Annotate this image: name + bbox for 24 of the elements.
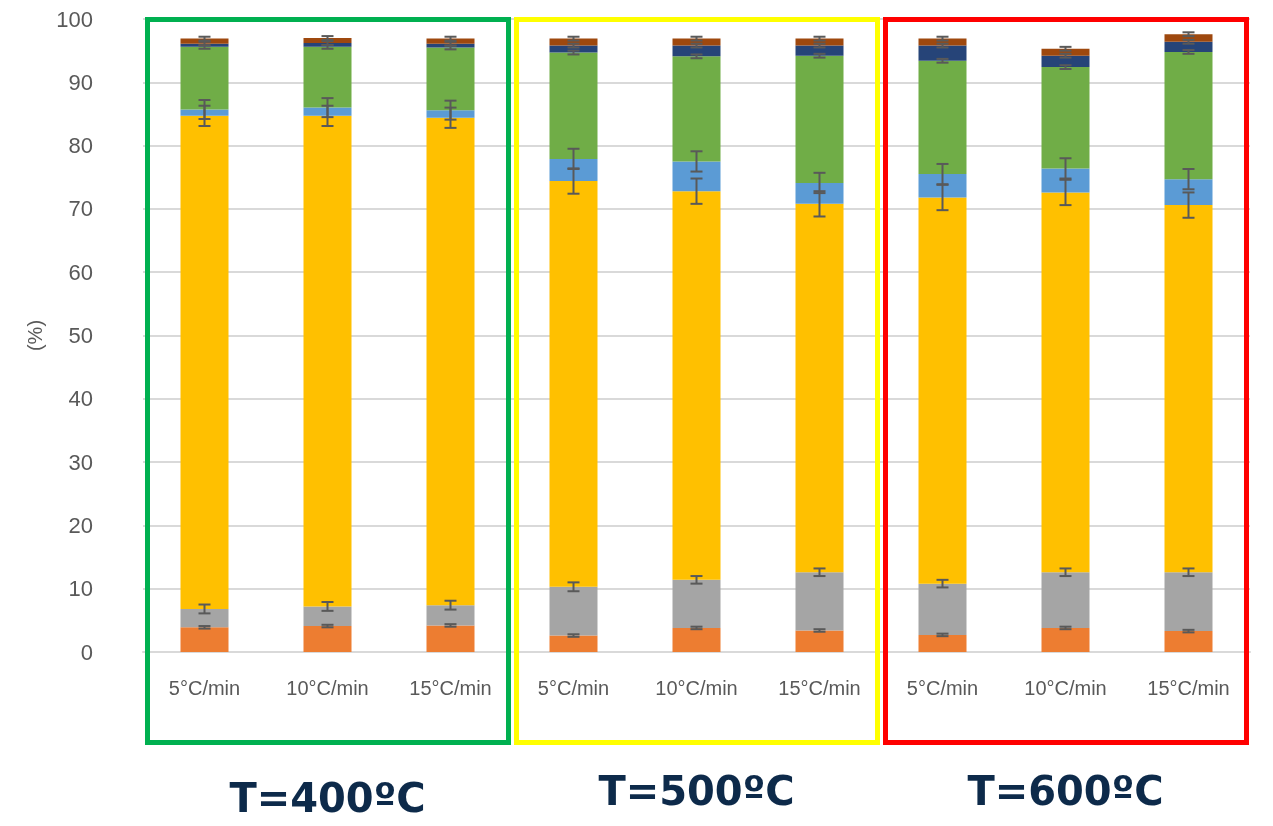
y-tick-label: 60 xyxy=(68,259,93,285)
text: T=500ºC xyxy=(597,768,796,814)
y-axis-title: (%) xyxy=(24,319,47,352)
y-tick-label: 30 xyxy=(68,449,93,475)
x-tick-label: 15°C/min xyxy=(778,677,861,699)
text: T=600ºC xyxy=(966,768,1165,814)
x-tick-label: 10°C/min xyxy=(286,677,369,699)
y-tick-label: 0 xyxy=(80,639,93,665)
y-tick-label: 90 xyxy=(68,69,93,95)
y-tick-label: 70 xyxy=(68,196,93,222)
x-tick-label: 10°C/min xyxy=(1024,677,1107,699)
x-tick-label: 5°C/min xyxy=(168,677,241,699)
x-tick-label: 15°C/min xyxy=(1147,677,1230,699)
y-tick-label: 50 xyxy=(68,323,93,348)
y-tick-label: 10 xyxy=(68,576,93,602)
x-tick-label: 5°C/min xyxy=(906,677,979,699)
y-tick-label: 100 xyxy=(56,6,93,32)
x-tick-label: 5°C/min xyxy=(537,677,610,699)
text: T=400ºC xyxy=(228,775,427,821)
y-tick-label: 40 xyxy=(68,386,93,412)
x-tick-label: 15°C/min xyxy=(409,677,492,699)
y-tick-label: 80 xyxy=(68,133,93,159)
x-tick-label: 10°C/min xyxy=(655,677,738,699)
y-tick-label: 20 xyxy=(68,512,93,538)
